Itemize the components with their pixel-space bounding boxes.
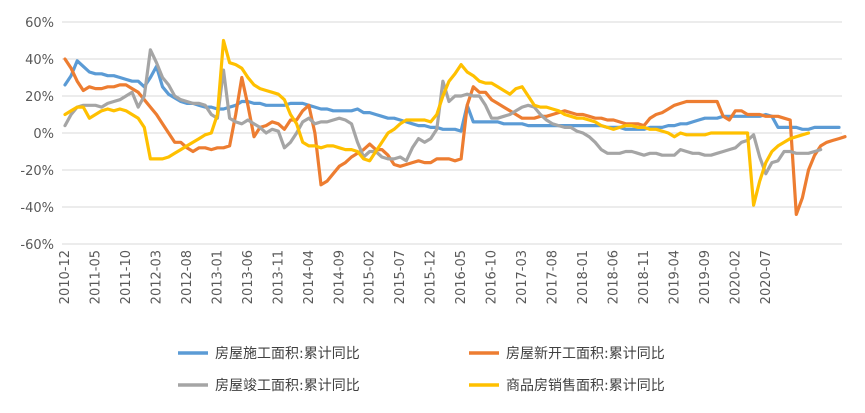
x-tick-label: 2019-04 bbox=[667, 250, 682, 304]
x-tick-label: 2018-01 bbox=[576, 250, 591, 304]
x-tick-label: 2018-06 bbox=[606, 250, 621, 304]
x-tick-label: 2013-01 bbox=[210, 250, 225, 304]
x-tick-label: 2013-11 bbox=[271, 250, 286, 304]
x-tick-label: 2015-02 bbox=[363, 250, 378, 304]
x-tick-label: 2018-11 bbox=[637, 250, 652, 304]
y-tick-label: 60% bbox=[25, 16, 54, 31]
x-tick-label: 2011-05 bbox=[89, 250, 104, 304]
y-tick-label: 40% bbox=[25, 53, 54, 68]
x-tick-label: 2011-10 bbox=[119, 250, 134, 304]
x-tick-label: 2012-08 bbox=[180, 250, 195, 304]
legend-label: 房屋竣工面积:累计同比 bbox=[215, 378, 360, 394]
x-axis-tick-labels: 2010-12 2011-05 2011-10 2012-03 2012-08 2013-… bbox=[58, 250, 774, 304]
y-axis-tick-labels: -60% -40% -20% 0% 20% 40% 60% bbox=[20, 16, 54, 253]
x-tick-label: 2010-12 bbox=[58, 250, 73, 304]
x-tick-label: 2013-06 bbox=[241, 250, 256, 304]
x-tick-label: 2015-12 bbox=[424, 250, 439, 304]
x-tick-label: 2017-03 bbox=[515, 250, 530, 304]
x-tick-label: 2014-04 bbox=[302, 250, 317, 304]
series-line-3 bbox=[63, 48, 823, 176]
series-line-2 bbox=[63, 57, 847, 216]
x-tick-label: 2020-07 bbox=[759, 250, 774, 304]
gridlines bbox=[62, 21, 842, 245]
y-tick-label: -60% bbox=[20, 238, 54, 253]
x-tick-label: 2019-09 bbox=[698, 250, 713, 304]
x-tick-label: 2017-08 bbox=[546, 250, 561, 304]
x-tick-label: 2015-07 bbox=[393, 250, 408, 304]
x-tick-label: 2012-03 bbox=[149, 250, 164, 304]
series-lines bbox=[63, 38, 847, 216]
legend-label: 房屋新开工面积:累计同比 bbox=[506, 346, 665, 362]
x-tick-label: 2020-02 bbox=[728, 250, 743, 304]
series-line-4 bbox=[63, 38, 811, 207]
x-tick-label: 2016-10 bbox=[485, 250, 500, 304]
y-tick-label: 20% bbox=[25, 90, 54, 105]
legend-label: 房屋施工面积:累计同比 bbox=[215, 346, 360, 362]
y-tick-label: -20% bbox=[20, 164, 54, 179]
x-tick-label: 2016-05 bbox=[454, 250, 469, 304]
x-tick-label: 2014-09 bbox=[332, 250, 347, 304]
y-tick-label: -40% bbox=[20, 201, 54, 216]
y-tick-label: 0% bbox=[33, 127, 54, 142]
legend-label: 商品房销售面积:累计同比 bbox=[506, 378, 665, 394]
